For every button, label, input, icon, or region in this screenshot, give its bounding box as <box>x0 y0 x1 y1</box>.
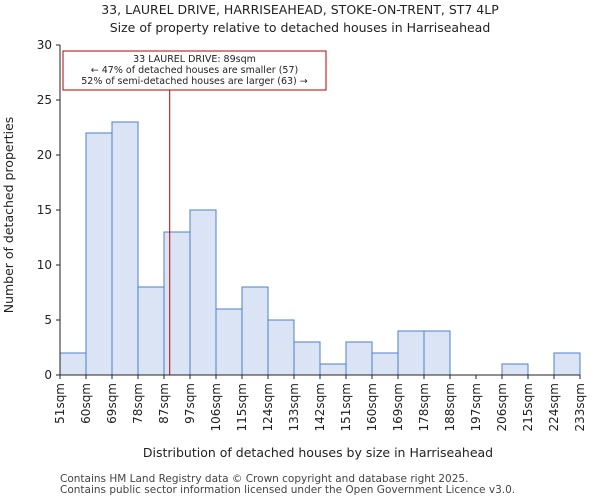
x-tick-label: 224sqm <box>547 383 561 431</box>
x-tick-label: 78sqm <box>131 383 145 424</box>
footer-line-2: Contains public sector information licen… <box>60 484 516 496</box>
bar-142sqm <box>319 363 347 376</box>
x-tick-label: 115sqm <box>235 383 249 431</box>
y-axis-label: Number of detached properties <box>1 117 16 314</box>
chart-title: 33, LAUREL DRIVE, HARRISEAHEAD, STOKE-ON… <box>101 2 499 17</box>
annotation-box <box>62 50 327 91</box>
x-ticks-group: 51sqm 60sqm 69sqm 78sqm 87sqm 97sqm 106sqm 115s… <box>53 375 587 431</box>
x-tick-label: 188sqm <box>443 383 457 431</box>
y-tick-label: 25 <box>37 93 52 107</box>
bar-115sqm <box>241 286 269 376</box>
bar-206sqm <box>501 363 529 376</box>
footer-line-1: Contains HM Land Registry data © Crown c… <box>60 473 469 485</box>
bar-87sqm <box>163 231 191 376</box>
x-tick-label: 51sqm <box>53 383 67 424</box>
x-tick-label: 233sqm <box>573 383 587 431</box>
x-tick-label: 178sqm <box>417 383 431 431</box>
x-tick-label: 160sqm <box>365 383 379 431</box>
x-tick-label: 87sqm <box>157 383 171 424</box>
x-tick-label: 60sqm <box>79 383 93 424</box>
y-tick-label: 0 <box>44 368 52 382</box>
annotation-line-3: 52% of semi-detached houses are larger (… <box>81 76 308 87</box>
bar-69sqm <box>111 121 139 376</box>
y-tick-label: 10 <box>37 258 52 272</box>
bars-group <box>59 121 581 376</box>
x-tick-label: 215sqm <box>521 383 535 431</box>
chart: 33, LAUREL DRIVE, HARRISEAHEAD, STOKE-ON… <box>1 2 587 460</box>
bar-106sqm <box>215 308 243 376</box>
x-axis-label: Distribution of detached houses by size … <box>143 445 493 460</box>
bar-133sqm <box>293 341 321 376</box>
annotation-line-1: 33 LAUREL DRIVE: 89sqm <box>133 54 256 65</box>
x-tick-label: 142sqm <box>313 383 327 431</box>
bar-51sqm <box>59 352 87 376</box>
annotation-line-2: ← 47% of detached houses are smaller (57… <box>91 65 298 76</box>
x-tick-label: 69sqm <box>105 383 119 424</box>
y-tick-label: 15 <box>37 203 52 217</box>
x-tick-label: 124sqm <box>261 383 275 431</box>
bar-169sqm <box>397 330 425 376</box>
bar-224sqm <box>553 352 581 376</box>
x-tick-label: 206sqm <box>495 383 509 431</box>
x-tick-label: 151sqm <box>339 383 353 431</box>
y-tick-label: 20 <box>37 148 52 162</box>
bar-97sqm <box>189 209 217 376</box>
bar-160sqm <box>371 352 399 376</box>
bar-178sqm <box>423 330 451 376</box>
bar-124sqm <box>267 319 295 376</box>
bar-78sqm <box>137 286 165 376</box>
y-ticks-group: 0 5 10 15 20 25 30 <box>37 38 60 382</box>
chart-subtitle: Size of property relative to detached ho… <box>110 20 491 35</box>
x-tick-label: 133sqm <box>287 383 301 431</box>
y-tick-label: 30 <box>37 38 52 52</box>
bar-151sqm <box>345 341 373 376</box>
x-tick-label: 97sqm <box>183 383 197 424</box>
x-tick-label: 197sqm <box>469 383 483 431</box>
x-tick-label: 169sqm <box>391 383 405 431</box>
y-tick-label: 5 <box>44 313 52 327</box>
bar-60sqm <box>85 132 113 376</box>
x-tick-label: 106sqm <box>209 383 223 431</box>
